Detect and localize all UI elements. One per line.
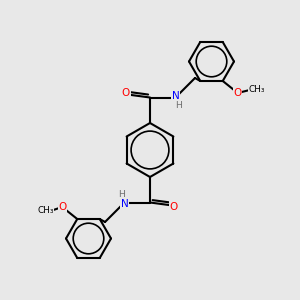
Text: O: O <box>170 202 178 212</box>
Text: CH₃: CH₃ <box>38 206 54 214</box>
Text: CH₃: CH₃ <box>248 85 265 94</box>
Text: N: N <box>172 91 179 101</box>
Text: O: O <box>58 202 66 212</box>
Text: N: N <box>121 199 128 209</box>
Text: O: O <box>122 88 130 98</box>
Text: O: O <box>234 88 242 98</box>
Text: H: H <box>175 101 182 110</box>
Text: H: H <box>118 190 125 199</box>
